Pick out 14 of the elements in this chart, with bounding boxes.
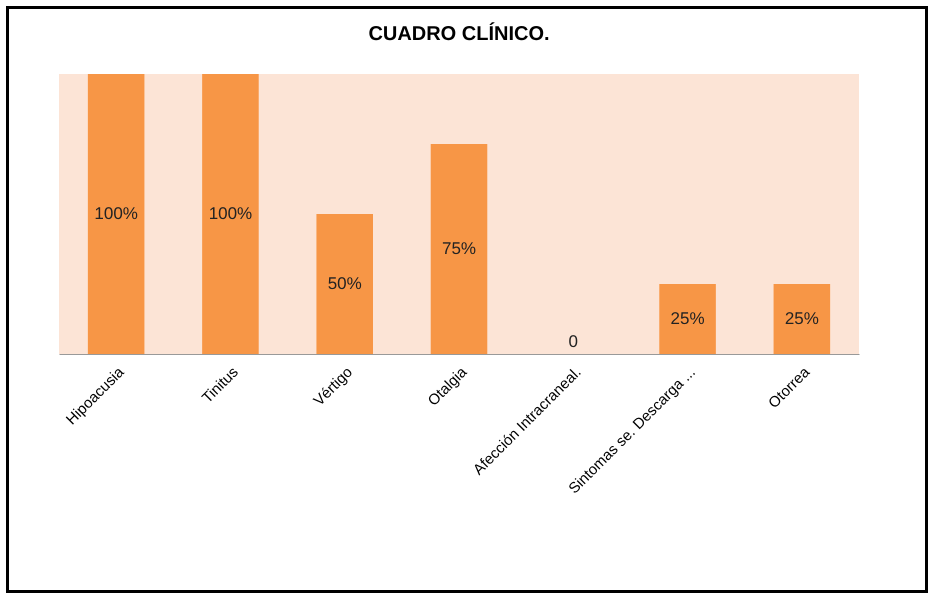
- bar: [202, 74, 259, 354]
- bar: [430, 144, 488, 354]
- bar: [659, 284, 716, 354]
- data-label: 25%: [670, 309, 705, 328]
- data-label: 0: [568, 332, 578, 351]
- bar: [88, 74, 144, 354]
- data-label: 75%: [442, 239, 476, 258]
- chart-title: CUADRO CLÍNICO.: [368, 22, 550, 45]
- data-label: 50%: [328, 274, 362, 293]
- bar: [774, 284, 830, 354]
- bar: [316, 214, 373, 354]
- data-label: 100%: [94, 204, 138, 223]
- data-label: 25%: [784, 309, 819, 328]
- data-label: 100%: [208, 204, 252, 223]
